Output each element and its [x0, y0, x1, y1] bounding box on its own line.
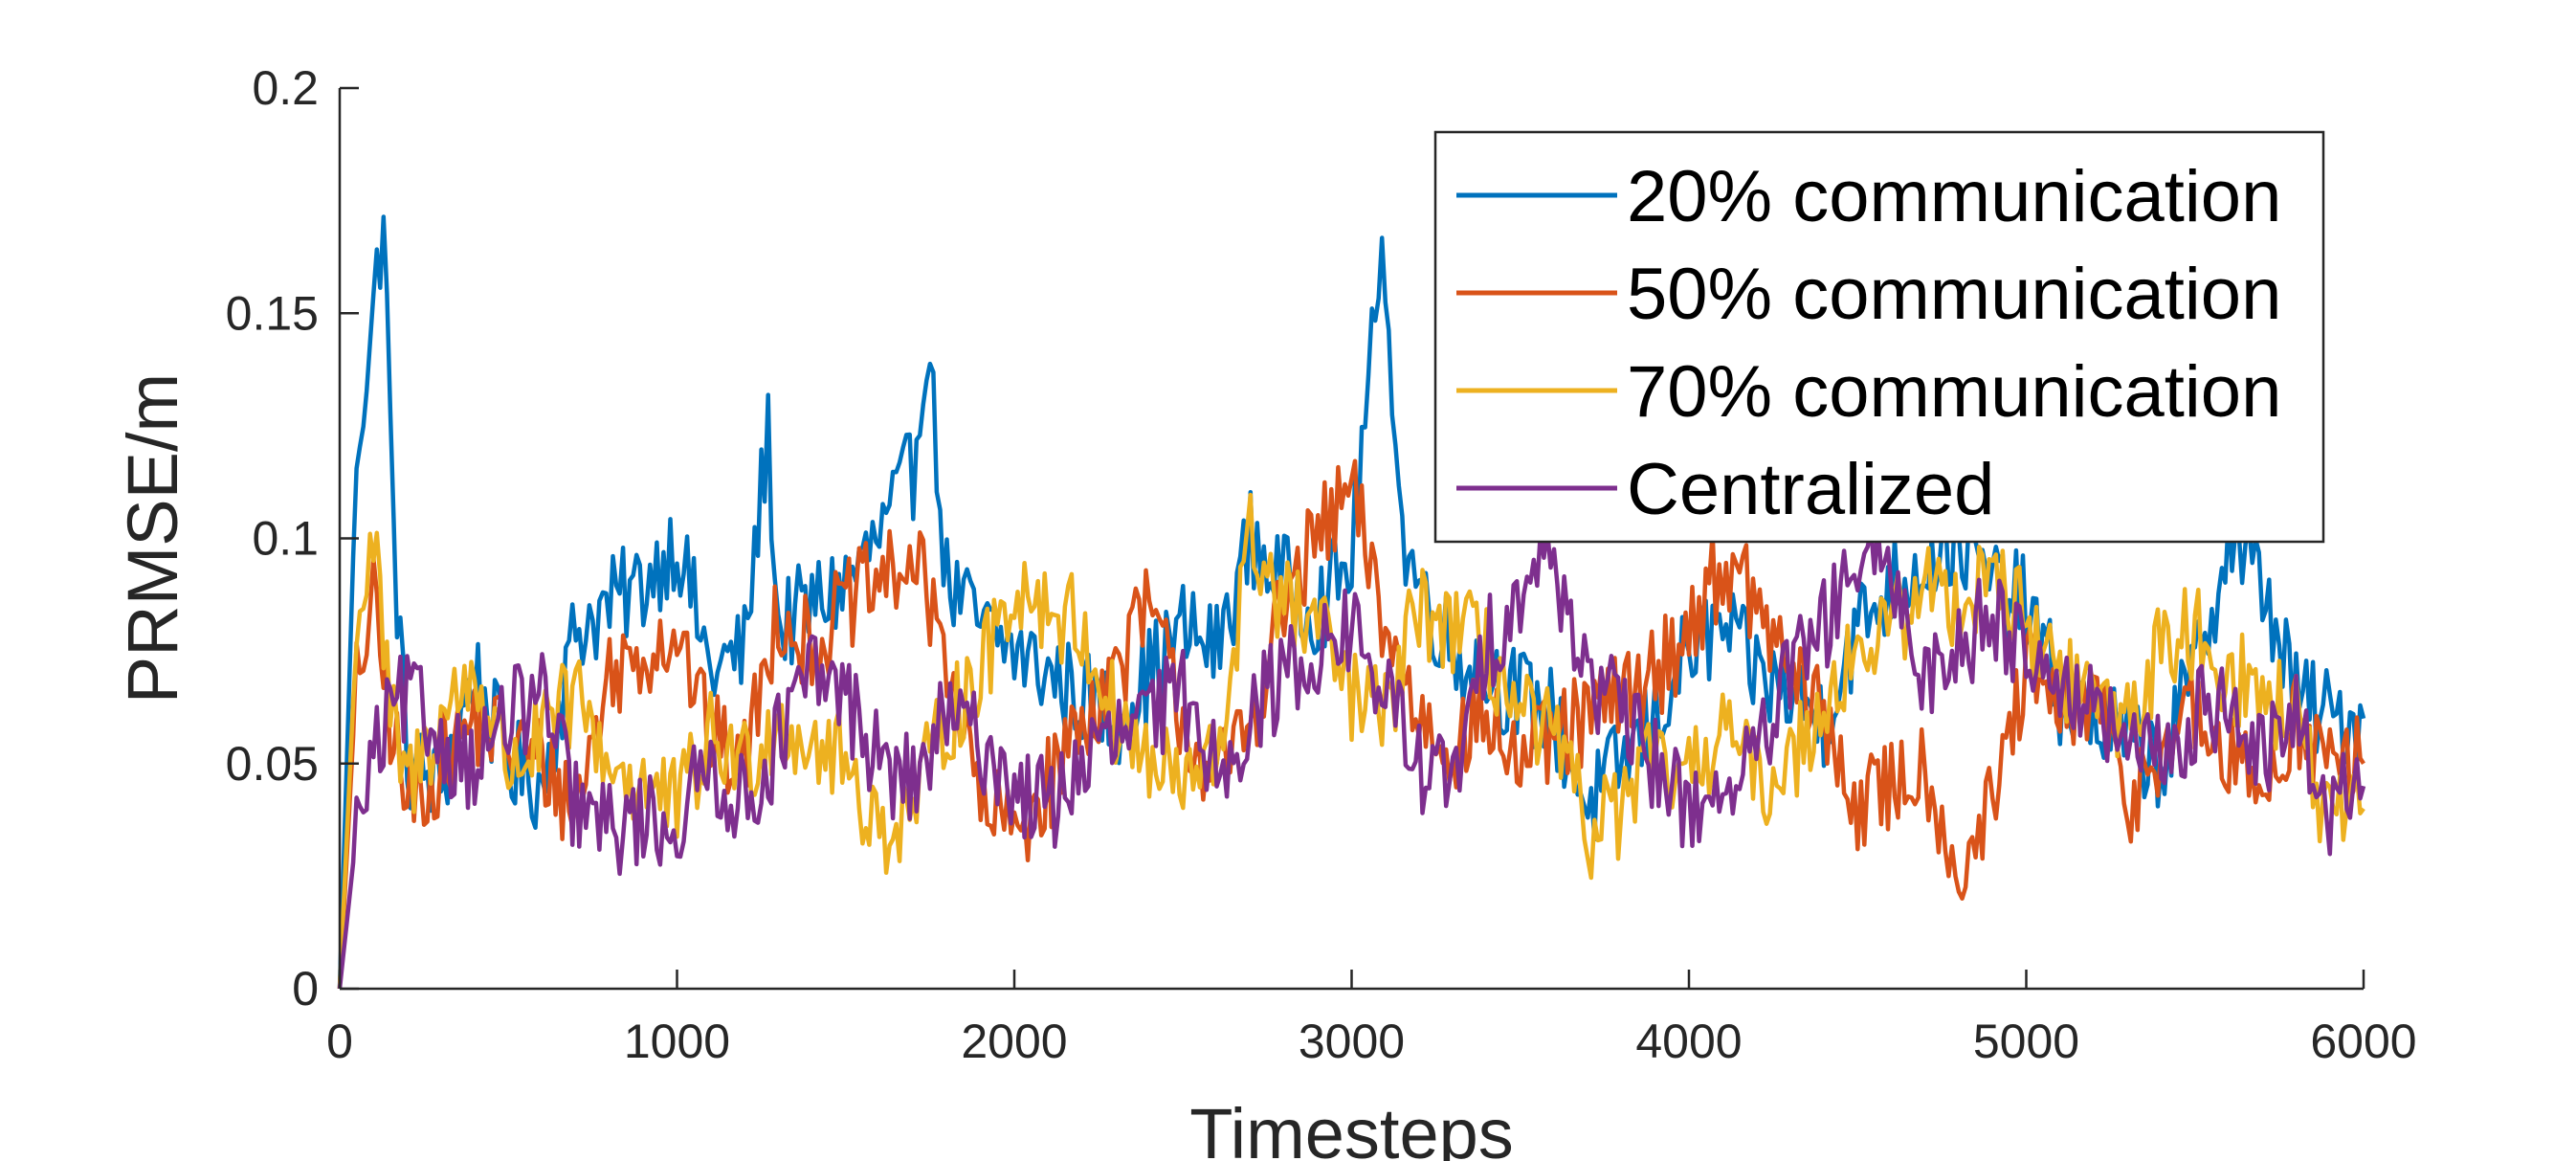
legend-label: Centralized — [1627, 449, 1994, 530]
legend-label: 70% communication — [1627, 351, 2281, 433]
legend: 20% communication 50% communication 70% co… — [1433, 130, 2325, 544]
series-line-2 — [337, 458, 2365, 990]
legend-box — [1433, 130, 2325, 544]
x-axis-title: Timesteps — [1189, 1094, 1514, 1161]
y-axis-title: PRMSE/m — [113, 373, 192, 703]
x-tick-label: 2000 — [961, 1015, 1067, 1068]
x-tick-label: 0 — [326, 1015, 353, 1068]
x-tick-label: 6000 — [2310, 1015, 2416, 1068]
legend-label: 20% communication — [1627, 156, 2281, 237]
x-tick-label: 4000 — [1635, 1015, 1742, 1068]
x-tick-label: 3000 — [1299, 1015, 1405, 1068]
series-layer — [337, 214, 2366, 990]
series-line-4 — [337, 524, 2366, 990]
y-tick-label: 0.1 — [252, 512, 319, 566]
y-tick-label: 0 — [292, 962, 319, 1016]
x-tick-label: 5000 — [1973, 1015, 2079, 1068]
y-tick-label: 0.05 — [226, 737, 319, 791]
legend-label: 50% communication — [1627, 254, 2281, 335]
y-tick-label: 0.2 — [252, 61, 319, 115]
axes: 0 1000 2000 3000 4000 5000 6000 0 0.05 0.1 0.15 0.2 — [226, 61, 2417, 1068]
y-tick-label: 0.15 — [226, 286, 319, 340]
x-tick-label: 1000 — [624, 1015, 730, 1068]
series-line-3 — [337, 492, 2365, 990]
